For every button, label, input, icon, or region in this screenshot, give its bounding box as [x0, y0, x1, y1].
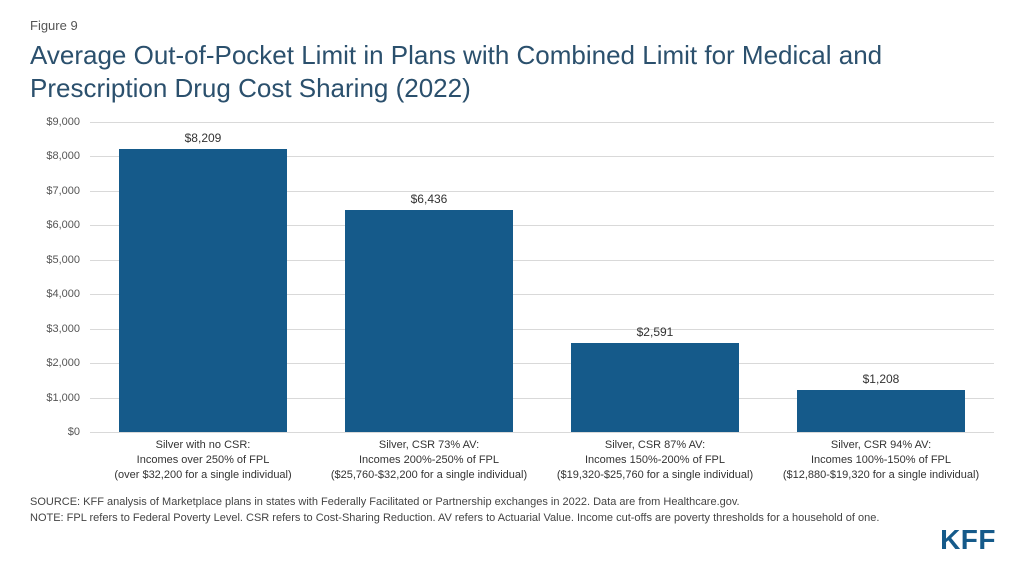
chart-title: Average Out-of-Pocket Limit in Plans wit… [30, 39, 994, 104]
bars-container: $8,209 $6,436 $2,591 $1,208 [90, 122, 994, 432]
bar-slot: $6,436 [316, 122, 542, 432]
bar-value-label: $6,436 [411, 192, 448, 206]
y-tick-label: $9,000 [38, 116, 86, 128]
bar-slot: $8,209 [90, 122, 316, 432]
bar-slot: $1,208 [768, 122, 994, 432]
y-tick-label: $1,000 [38, 392, 86, 404]
chart-area: $0$1,000$2,000$3,000$4,000$5,000$6,000$7… [38, 122, 994, 432]
y-tick-label: $7,000 [38, 185, 86, 197]
y-tick-label: $8,000 [38, 150, 86, 162]
x-category-label: Silver with no CSR:Incomes over 250% of … [90, 438, 316, 483]
bar-slot: $2,591 [542, 122, 768, 432]
y-tick-label: $6,000 [38, 219, 86, 231]
x-category-label: Silver, CSR 87% AV:Incomes 150%-200% of … [542, 438, 768, 483]
source-text: SOURCE: KFF analysis of Marketplace plan… [30, 495, 914, 510]
bar-value-label: $1,208 [863, 372, 900, 386]
footer-notes: SOURCE: KFF analysis of Marketplace plan… [30, 495, 994, 527]
plot-area: $8,209 $6,436 $2,591 $1,208 [90, 122, 994, 432]
bar: $6,436 [345, 210, 512, 432]
x-category-label: Silver, CSR 94% AV:Incomes 100%-150% of … [768, 438, 994, 483]
bar-value-label: $2,591 [637, 325, 674, 339]
y-tick-label: $5,000 [38, 254, 86, 266]
bar: $2,591 [571, 343, 738, 432]
x-axis-labels: Silver with no CSR:Incomes over 250% of … [90, 438, 994, 483]
kff-logo: KFF [940, 524, 996, 556]
gridline [90, 432, 994, 433]
y-tick-label: $4,000 [38, 288, 86, 300]
bar: $8,209 [119, 149, 286, 432]
y-tick-label: $0 [38, 426, 86, 438]
y-tick-label: $2,000 [38, 357, 86, 369]
y-tick-label: $3,000 [38, 323, 86, 335]
x-category-label: Silver, CSR 73% AV:Incomes 200%-250% of … [316, 438, 542, 483]
note-text: NOTE: FPL refers to Federal Poverty Leve… [30, 511, 914, 526]
bar: $1,208 [797, 390, 964, 432]
figure-label: Figure 9 [30, 18, 994, 33]
bar-value-label: $8,209 [185, 131, 222, 145]
